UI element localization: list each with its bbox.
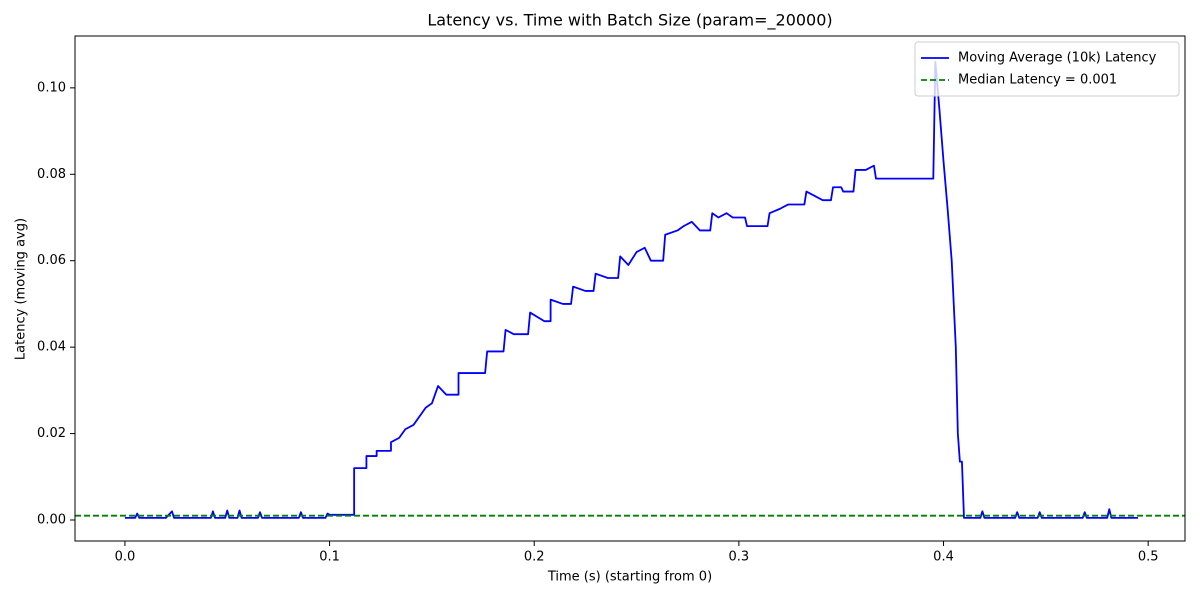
x-tick-label: 0.5 <box>1138 550 1159 565</box>
y-tick-label: 0.10 <box>37 80 66 95</box>
y-tick-label: 0.06 <box>37 253 66 268</box>
y-tick-label: 0.02 <box>37 426 66 441</box>
chart-title: Latency vs. Time with Batch Size (param=… <box>427 11 832 31</box>
legend-box <box>914 41 1180 97</box>
y-tick-label: 0.08 <box>37 167 66 182</box>
x-tick-label: 0.2 <box>524 550 545 565</box>
y-tick-label: 0.04 <box>37 340 66 355</box>
y-axis-label: Latency (moving avg) <box>14 218 29 360</box>
x-tick-label: 0.4 <box>933 550 954 565</box>
legend-label: Moving Average (10k) Latency <box>958 51 1157 66</box>
x-tick-label: 0.1 <box>319 550 340 565</box>
x-tick-label: 0.0 <box>115 550 136 565</box>
x-axis-label: Time (s) (starting from 0) <box>547 570 712 585</box>
x-tick-label: 0.3 <box>729 550 750 565</box>
legend-label: Median Latency = 0.001 <box>958 73 1117 88</box>
y-tick-label: 0.00 <box>37 512 66 527</box>
plot-frame <box>74 35 1186 542</box>
